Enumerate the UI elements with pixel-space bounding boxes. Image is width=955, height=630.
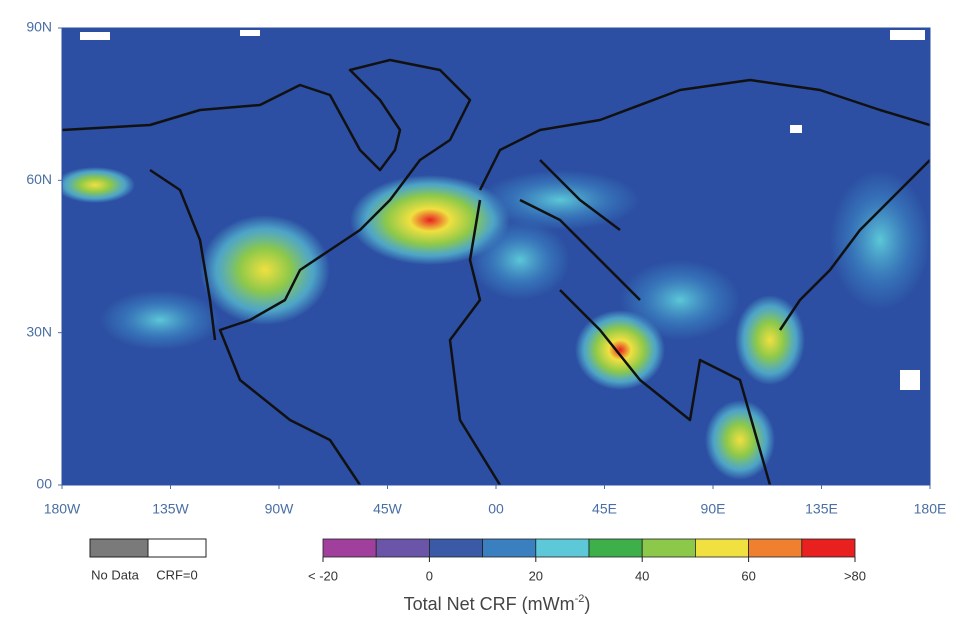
x-tick-label: 90E — [701, 501, 726, 517]
axes: 180W 135W 90W 45W 00 45E 90E 135E 180E 00 30N 60N 90… — [26, 19, 946, 517]
colorbar-segment — [748, 538, 803, 558]
colorbar-segment — [535, 538, 590, 558]
colorbar-segment — [801, 538, 856, 558]
coastline — [559, 289, 772, 485]
x-tick-label: 45W — [373, 501, 403, 517]
coastline — [778, 159, 930, 331]
title-text: ) — [584, 594, 590, 614]
no-data-cell — [890, 30, 925, 40]
map — [62, 28, 930, 485]
coastline — [62, 58, 472, 485]
colorbar-tick-label: 60 — [741, 568, 755, 583]
x-tick-label: 45E — [592, 501, 617, 517]
colorbar-segment — [322, 538, 377, 558]
heat-blob — [470, 220, 570, 300]
no-data-cell — [900, 370, 920, 390]
colorbar-tick-label: 20 — [529, 568, 543, 583]
heat-blobs — [62, 167, 930, 480]
coastline — [448, 199, 502, 485]
title-text: Total Net CRF (mWm — [404, 594, 575, 614]
heat-blob — [100, 290, 220, 350]
colorbar-tick-label: 40 — [635, 568, 649, 583]
legend-label: CRF=0 — [156, 567, 198, 582]
y-tick-label: 00 — [36, 476, 52, 492]
colorbar-segment — [428, 538, 483, 558]
title-superscript: -2 — [575, 593, 585, 605]
coastlines — [62, 58, 930, 485]
colorbar-segment — [641, 538, 696, 558]
colorbar-segment — [588, 538, 643, 558]
colorbar-segment — [482, 538, 537, 558]
heat-blob — [620, 260, 740, 340]
legend-swatch — [147, 538, 207, 558]
x-tick-label: 180E — [914, 501, 947, 517]
colorbar-tick-label: 0 — [426, 568, 433, 583]
colorbar-segment — [695, 538, 750, 558]
heat-blob — [350, 175, 510, 265]
x-tick-label: 135E — [805, 501, 838, 517]
x-tick-label: 90W — [265, 501, 295, 517]
coastline — [478, 78, 930, 191]
heat-blob — [62, 167, 135, 203]
no-data-cells — [80, 30, 925, 390]
colorbar: Total Net CRF (mWm-2) < -20 0 20 40 60 >80 — [308, 538, 866, 614]
legend: No Data CRF=0 — [89, 538, 207, 582]
heat-blob — [830, 170, 930, 310]
x-tick-label: 135W — [152, 501, 189, 517]
heat-blob — [200, 215, 330, 325]
no-data-cell — [790, 125, 802, 133]
colorbar-title: Total Net CRF (mWm-2) — [404, 593, 591, 614]
colorbar-tick-label: < -20 — [308, 568, 338, 583]
border — [519, 159, 641, 301]
no-data-cell — [80, 32, 110, 40]
colorbar-tick-label: >80 — [844, 568, 866, 583]
heat-blob — [705, 400, 775, 480]
x-tick-label: 180W — [44, 501, 81, 517]
no-data-cell — [240, 30, 260, 36]
x-tick-label: 00 — [488, 501, 504, 517]
coastline — [149, 168, 217, 341]
legend-label: No Data — [91, 567, 139, 582]
y-tick-label: 90N — [26, 19, 52, 35]
y-tick-label: 60N — [26, 171, 52, 187]
y-tick-label: 30N — [26, 323, 52, 339]
colorbar-segment — [375, 538, 430, 558]
legend-swatch — [89, 538, 149, 558]
